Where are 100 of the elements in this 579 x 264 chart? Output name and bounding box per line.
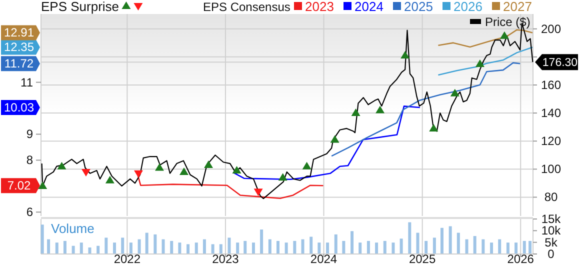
legend-label: 2024 bbox=[354, 0, 384, 14]
bar bbox=[408, 222, 412, 254]
line-series bbox=[232, 106, 421, 180]
bar bbox=[186, 244, 190, 254]
legend-label: 2025 bbox=[404, 0, 433, 14]
point bbox=[81, 168, 90, 176]
bar bbox=[528, 240, 532, 254]
bar bbox=[284, 242, 288, 254]
y2-tick-label: 140 bbox=[540, 106, 562, 120]
point bbox=[500, 31, 509, 39]
bar bbox=[358, 242, 362, 254]
point bbox=[376, 106, 385, 114]
x-tick-label: 2026 bbox=[507, 252, 534, 264]
bar bbox=[424, 240, 428, 254]
y-tick-label: 10k bbox=[541, 224, 562, 238]
bar bbox=[482, 239, 485, 254]
bar bbox=[72, 246, 75, 254]
bar bbox=[498, 239, 502, 254]
bar bbox=[219, 244, 222, 254]
bar bbox=[138, 239, 141, 254]
x-tick-label: 2022 bbox=[114, 252, 141, 264]
bar bbox=[293, 240, 296, 254]
legend-label: 2026 bbox=[454, 0, 482, 14]
y-tick-label: 11 bbox=[20, 75, 34, 90]
bar bbox=[178, 242, 182, 254]
bar bbox=[392, 242, 395, 254]
bar bbox=[490, 242, 494, 254]
bar bbox=[301, 239, 304, 254]
bar bbox=[514, 242, 518, 254]
y2-tick-label: 160 bbox=[540, 78, 562, 92]
bar bbox=[276, 240, 280, 254]
bar bbox=[366, 240, 370, 254]
point bbox=[179, 167, 188, 175]
line-series bbox=[330, 62, 521, 157]
bar bbox=[252, 242, 255, 254]
point bbox=[278, 173, 288, 181]
bar bbox=[416, 232, 420, 254]
bar bbox=[375, 242, 378, 254]
y2-tick-label: 80 bbox=[544, 190, 558, 204]
y2-tick-label: 200 bbox=[540, 22, 562, 36]
bar bbox=[260, 230, 264, 254]
y-tick-label: 8 bbox=[26, 153, 34, 168]
bar bbox=[129, 242, 132, 254]
bar bbox=[63, 240, 66, 254]
point bbox=[330, 135, 340, 143]
y-tick-label: 12.35 bbox=[4, 40, 34, 54]
bar bbox=[104, 238, 108, 254]
bar bbox=[40, 224, 44, 254]
point bbox=[154, 163, 164, 171]
line-series bbox=[438, 29, 534, 48]
point bbox=[450, 88, 460, 96]
point bbox=[429, 124, 438, 132]
bar bbox=[456, 232, 460, 254]
bar bbox=[448, 226, 452, 254]
legend-label: 2023 bbox=[305, 0, 334, 14]
point bbox=[475, 59, 484, 67]
bar bbox=[473, 236, 476, 254]
bar bbox=[88, 247, 92, 254]
bar bbox=[162, 239, 165, 254]
point bbox=[57, 162, 66, 170]
bar bbox=[440, 228, 444, 254]
point bbox=[302, 162, 312, 170]
bar bbox=[318, 242, 321, 254]
point bbox=[232, 166, 242, 174]
bar bbox=[96, 246, 100, 254]
y2-tick-label: 176.30 bbox=[542, 57, 578, 70]
point bbox=[38, 181, 48, 189]
bar bbox=[80, 242, 83, 254]
bar bbox=[228, 238, 231, 254]
bar bbox=[47, 239, 50, 254]
bar bbox=[350, 231, 354, 254]
y-tick-label: 9 bbox=[26, 127, 34, 142]
bar bbox=[342, 240, 346, 254]
annotation: EPS Surprise bbox=[41, 0, 120, 14]
point bbox=[134, 170, 143, 178]
y-tick-label: 0 bbox=[548, 247, 555, 261]
x-tick-label: 2024 bbox=[310, 252, 338, 264]
bar bbox=[465, 239, 468, 254]
bar bbox=[506, 242, 510, 254]
y-tick-label: 11.72 bbox=[4, 56, 34, 71]
point bbox=[351, 108, 360, 116]
legend-label: 2027 bbox=[503, 0, 532, 14]
bar bbox=[432, 238, 436, 254]
bar bbox=[236, 242, 240, 254]
y-tick-label: 5k bbox=[544, 235, 558, 250]
y-tick-label: 10.03 bbox=[4, 100, 34, 114]
bar bbox=[154, 234, 157, 254]
bar bbox=[268, 239, 272, 254]
y2-tick-label: 120 bbox=[540, 134, 562, 148]
bar bbox=[194, 242, 198, 254]
bar bbox=[170, 240, 174, 254]
legend-title: EPS Consensus bbox=[203, 0, 290, 14]
bar bbox=[383, 240, 386, 254]
bar bbox=[113, 242, 116, 254]
bar bbox=[326, 242, 330, 254]
bar bbox=[400, 238, 403, 254]
bar bbox=[121, 238, 124, 254]
bar bbox=[211, 244, 214, 254]
y-tick-label: 12.91 bbox=[4, 26, 34, 40]
y-tick-label: 15k bbox=[541, 212, 562, 226]
